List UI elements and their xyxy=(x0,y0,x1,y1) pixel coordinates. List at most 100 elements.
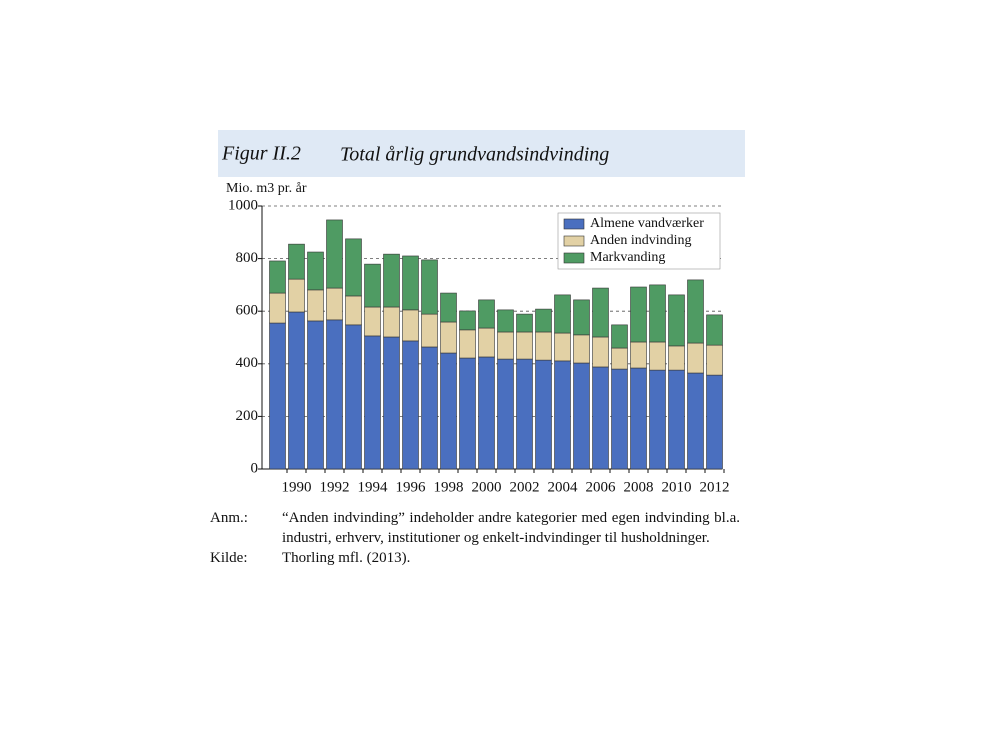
y-tick-label: 400 xyxy=(236,355,259,371)
figure-label: Figur II.2 xyxy=(221,143,301,165)
bar-segment xyxy=(326,319,343,470)
y-axis-label: Mio. m3 pr. år xyxy=(226,181,307,196)
bar-segment xyxy=(383,336,400,470)
x-tick-label: 2006 xyxy=(586,479,617,495)
note-text: “Anden indvinding” indeholder andre kate… xyxy=(282,510,740,546)
legend-swatch xyxy=(563,252,585,264)
bar-segment xyxy=(630,367,647,470)
bar-segment xyxy=(554,332,571,362)
legend-swatch xyxy=(563,235,585,247)
bar-segment xyxy=(478,356,495,470)
bar-segment xyxy=(573,334,590,364)
notes: Anm.: “Anden indvinding” indeholder andre… xyxy=(210,508,740,568)
legend-label: Almene vandværker xyxy=(590,216,704,231)
legend-box xyxy=(557,212,721,270)
bar-segment xyxy=(649,284,666,343)
bar-segment xyxy=(573,299,590,336)
bar-segment xyxy=(459,310,476,331)
note-label: Kilde: xyxy=(210,550,248,566)
bar-segment xyxy=(573,362,590,470)
y-tick-label: 800 xyxy=(236,250,259,266)
bar-segment xyxy=(516,331,533,360)
bar-segment xyxy=(630,341,647,369)
x-tick-label: 2002 xyxy=(510,479,540,495)
bar-segment xyxy=(497,309,514,333)
bar-segment xyxy=(516,358,533,470)
bar-segment xyxy=(478,299,495,329)
bar-segment xyxy=(649,341,666,371)
bar-segment xyxy=(706,314,723,346)
bar-segment xyxy=(402,309,419,342)
legend-label: Anden indvinding xyxy=(590,233,692,248)
legend-label: Markvanding xyxy=(590,250,665,265)
bar-segment xyxy=(307,289,324,322)
bar-segment xyxy=(687,342,704,374)
bar-segment xyxy=(326,287,343,321)
bar-segment xyxy=(535,308,552,333)
bar-segment xyxy=(649,369,666,470)
y-tick-label: 1000 xyxy=(228,197,258,213)
bar-segment xyxy=(440,321,457,354)
bar-segment xyxy=(383,306,400,338)
bar-segment xyxy=(307,251,324,291)
bar-segment xyxy=(668,345,685,371)
bar-segment xyxy=(288,243,305,280)
bar-segment xyxy=(535,331,552,361)
bar-segment xyxy=(497,331,514,360)
bar-segment xyxy=(326,219,343,289)
bar-segment xyxy=(668,294,685,347)
bar-segment xyxy=(592,287,609,338)
legend-swatch xyxy=(563,218,585,230)
note: Anm.: “Anden indvinding” indeholder andre… xyxy=(210,508,740,548)
bar-segment xyxy=(364,306,381,337)
bar-segment xyxy=(440,352,457,470)
title-band xyxy=(218,130,745,177)
bar-segment xyxy=(554,294,571,334)
chart-title: Total årlig grundvandsindvinding xyxy=(340,144,609,166)
x-tick-label: 2010 xyxy=(662,479,692,495)
bar-segment xyxy=(269,260,286,294)
bar-segment xyxy=(402,340,419,470)
bar-segment xyxy=(345,295,362,326)
bar-segment xyxy=(687,279,704,344)
bar-segment xyxy=(269,322,286,470)
bar-segment xyxy=(383,253,400,308)
x-tick-label: 2000 xyxy=(472,479,502,495)
x-tick-label: 1992 xyxy=(320,479,350,495)
note-text: Thorling mfl. (2013). xyxy=(282,550,411,566)
x-tick-label: 2004 xyxy=(548,479,579,495)
x-tick-label: 2012 xyxy=(700,479,730,495)
bar-segment xyxy=(611,368,628,470)
x-tick-label: 1994 xyxy=(358,479,389,495)
bar-segment xyxy=(421,346,438,470)
bar-segment xyxy=(402,255,419,311)
bar-segment xyxy=(611,347,628,370)
bar-segment xyxy=(497,358,514,470)
bar-segment xyxy=(630,286,647,343)
bar-segment xyxy=(440,292,457,323)
bar-segment xyxy=(288,311,305,470)
bar-segment xyxy=(307,320,324,470)
bar-segment xyxy=(364,263,381,308)
bar-segment xyxy=(592,336,609,368)
note-label: Anm.: xyxy=(210,510,248,526)
x-tick-label: 1996 xyxy=(396,479,427,495)
x-tick-label: 1990 xyxy=(282,479,312,495)
bar-segment xyxy=(592,366,609,470)
y-tick-label: 600 xyxy=(236,303,259,319)
bar-segment xyxy=(611,324,628,349)
bar-segment xyxy=(345,238,362,297)
bar-segment xyxy=(364,335,381,470)
y-tick-label: 0 xyxy=(251,460,259,476)
bar-segment xyxy=(459,357,476,470)
bar-segment xyxy=(706,344,723,376)
bar-segment xyxy=(706,374,723,470)
y-tick-label: 200 xyxy=(236,408,259,424)
bar-segment xyxy=(668,369,685,470)
bar-segment xyxy=(516,313,533,333)
x-tick-label: 2008 xyxy=(624,479,654,495)
x-tick-label: 1998 xyxy=(434,479,464,495)
bar-segment xyxy=(421,313,438,348)
bar-segment xyxy=(554,360,571,470)
